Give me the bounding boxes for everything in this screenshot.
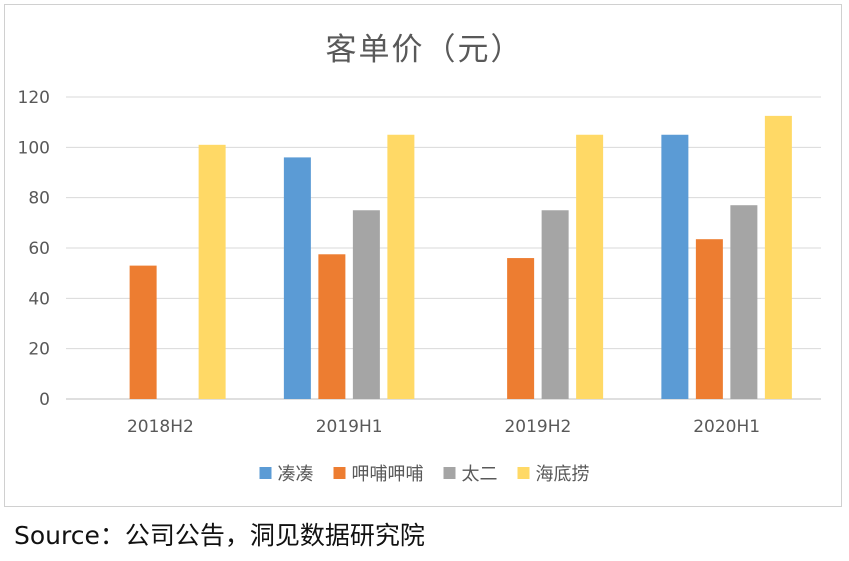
- legend-label-太二: 太二: [462, 464, 498, 485]
- bar-2019H2-太二: [541, 210, 569, 399]
- legend-swatch-呷哺呷哺: [333, 467, 346, 479]
- legend-label-凑凑: 凑凑: [278, 464, 314, 485]
- bar-2019H2-海底捞: [576, 134, 604, 399]
- y-tick-label: 0: [39, 390, 50, 410]
- y-tick-label: 60: [28, 239, 50, 259]
- bar-2019H1-凑凑: [283, 157, 311, 399]
- bar-2020H1-凑凑: [661, 134, 689, 399]
- legend-label-呷哺呷哺: 呷哺呷哺: [352, 464, 424, 485]
- bar-2020H1-海底捞: [764, 115, 792, 399]
- legend-swatch-太二: [443, 467, 456, 479]
- bar-2020H1-太二: [730, 205, 758, 399]
- bar-2020H1-呷哺呷哺: [695, 239, 723, 399]
- bar-2019H1-呷哺呷哺: [318, 254, 346, 399]
- y-tick-label: 40: [28, 289, 50, 309]
- bar-2019H2-呷哺呷哺: [507, 258, 535, 399]
- x-tick-label: 2019H2: [504, 417, 571, 437]
- y-tick-label: 20: [28, 340, 50, 360]
- legend-swatch-凑凑: [259, 467, 272, 479]
- y-tick-label: 120: [18, 88, 50, 108]
- x-tick-label: 2018H2: [127, 417, 194, 437]
- x-tick-label: 2020H1: [693, 417, 760, 437]
- bar-2019H1-太二: [352, 210, 380, 399]
- source-note: Source：公司公告，洞见数据研究院: [14, 521, 425, 550]
- legend-swatch-海底捞: [517, 467, 530, 479]
- x-tick-label: 2019H1: [316, 417, 383, 437]
- legend-label-海底捞: 海底捞: [536, 464, 590, 485]
- y-tick-label: 80: [28, 189, 50, 209]
- bar-2018H2-呷哺呷哺: [129, 265, 157, 399]
- bar-2019H1-海底捞: [387, 134, 415, 399]
- chart-title: 客单价（元）: [325, 32, 524, 68]
- bar-2018H2-海底捞: [198, 144, 226, 399]
- y-tick-label: 100: [18, 138, 50, 158]
